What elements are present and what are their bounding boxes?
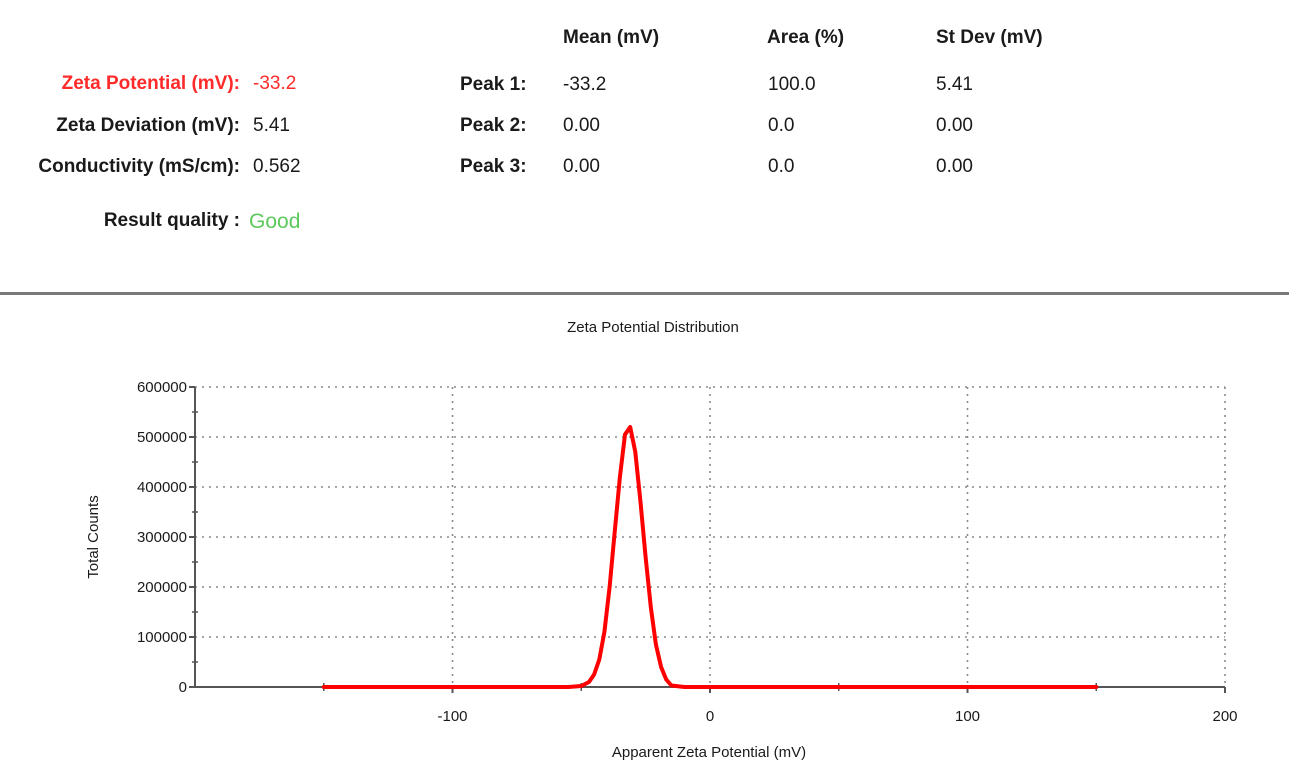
distribution-line (321, 425, 1099, 689)
x-tick-label: -100 (437, 708, 467, 725)
x-tick-label: 200 (1212, 708, 1237, 725)
y-tick-label: 400000 (137, 479, 187, 496)
stdev-header: St Dev (mV) (936, 27, 1043, 48)
y-tick-label: 300000 (137, 529, 187, 546)
peak-1-mean: -33.2 (563, 74, 607, 95)
y-tick-label: 0 (179, 679, 187, 696)
section-divider (0, 292, 1289, 295)
peak-3-area: 0.0 (768, 156, 795, 177)
mean-header: Mean (mV) (563, 27, 660, 48)
zeta-potential-label: Zeta Potential (mV): (61, 73, 240, 94)
peak-2-stdev: 0.00 (936, 115, 973, 136)
x-tick-label: 100 (955, 708, 980, 725)
peak-2-label: Peak 2: (460, 115, 527, 136)
zeta-deviation-label: Zeta Deviation (mV): (56, 115, 240, 136)
y-tick-label: 200000 (137, 579, 187, 596)
x-axis-label: Apparent Zeta Potential (mV) (612, 744, 806, 761)
area-header: Area (%) (767, 27, 845, 48)
y-tick-label: 100000 (137, 629, 187, 646)
y-axis-ticks: 0 100000 200000 300000 400000 500000 600000 (137, 379, 198, 696)
conductivity-value: 0.562 (253, 156, 301, 177)
x-axis-ticks: -100 0 100 200 (323, 683, 1238, 725)
peak-1-area: 100.0 (768, 74, 816, 95)
y-axis-label: Total Counts (85, 495, 102, 578)
zeta-potential-value: -33.2 (253, 73, 297, 94)
zeta-distribution-chart: Zeta Potential Distribution 010000020000… (85, 319, 1238, 761)
peak-2-mean: 0.00 (563, 115, 600, 136)
result-quality-label: Result quality : (103, 210, 240, 231)
peak-3-label: Peak 3: (460, 156, 527, 177)
series-group (321, 425, 1099, 689)
x-tick-label: 0 (706, 708, 714, 725)
peak-1-label: Peak 1: (460, 74, 527, 95)
grid-lines (195, 386, 1226, 687)
y-tick-label: 500000 (137, 429, 187, 446)
peak-1-stdev: 5.41 (936, 74, 973, 95)
zeta-deviation-value: 5.41 (253, 115, 290, 136)
peak-2-area: 0.0 (768, 115, 795, 136)
y-tick-label: 600000 (137, 379, 187, 396)
peak-3-mean: 0.00 (563, 156, 600, 177)
conductivity-label: Conductivity (mS/cm): (38, 156, 240, 177)
peak-3-stdev: 0.00 (936, 156, 973, 177)
chart-title: Zeta Potential Distribution (567, 319, 739, 336)
result-quality-value: Good (249, 210, 301, 233)
